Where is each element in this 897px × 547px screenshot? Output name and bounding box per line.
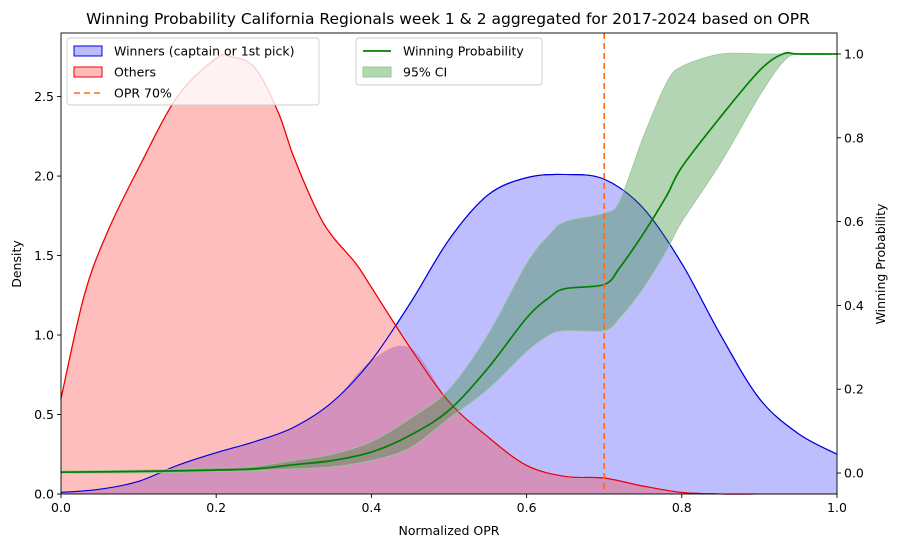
y2-tick-label: 0.6	[844, 214, 864, 229]
y-tick-label: 2.5	[34, 89, 54, 104]
edge-winners-captain-or-1st-pick	[60, 173, 838, 493]
y-tick-label: 0.5	[34, 407, 54, 422]
area-others	[61, 54, 837, 495]
legend-right-label: Winning Probability	[403, 44, 524, 59]
x-axis-label: Normalized OPR	[399, 523, 500, 538]
x-tick-label: 0.6	[517, 500, 537, 515]
x-tick-label: 1.0	[827, 500, 847, 515]
line-winning-probability	[60, 51, 837, 474]
chart-title: Winning Probability California Regionals…	[86, 10, 810, 28]
y-tick-label: 2.0	[34, 169, 54, 184]
x-tick-label: 0.4	[361, 500, 381, 515]
y2-tick-label: 0.0	[844, 466, 864, 481]
legend-right-swatch	[362, 66, 392, 78]
x-tick-label: 0.0	[51, 500, 71, 515]
plot-area	[60, 33, 838, 495]
legend-left-swatch	[73, 45, 103, 57]
legend-right-box	[355, 37, 543, 86]
area-winners-captain-or-1st-pick	[61, 174, 837, 494]
axes: 0.0 0.2 0.4 0.6 0.8 1.0 0.0 0.5 1.0 1.5 2.0 2.5 0.0 0…	[34, 46, 864, 515]
y2-tick-label: 0.4	[844, 298, 864, 313]
legend-left-label: Others	[114, 65, 156, 80]
y-axis-label: Density	[9, 240, 24, 288]
y-tick-label: 1.5	[34, 248, 54, 263]
legend-left-box	[66, 37, 320, 106]
legend-left-label: OPR 70%	[114, 86, 172, 101]
legend-left-swatch	[73, 66, 103, 78]
area-overlap	[61, 345, 837, 495]
legend-right-label: 95% CI	[403, 65, 447, 80]
y-tick-label: 1.0	[34, 328, 54, 343]
edge-others	[60, 54, 837, 495]
y2-tick-label: 0.2	[844, 382, 864, 397]
y-tick-label: 0.0	[34, 487, 54, 502]
x-tick-label: 0.2	[206, 500, 226, 515]
legend-left: Winners (captain or 1st pick) Others OPR 7…	[66, 37, 320, 106]
plot-frame	[60, 32, 838, 495]
x-tick-label: 0.8	[672, 500, 692, 515]
y2-tick-label: 1.0	[844, 46, 864, 61]
y2-axis-label: Winning Probability	[873, 203, 888, 324]
legend-right: Winning Probability 95% CI	[355, 37, 543, 86]
y2-tick-label: 0.8	[844, 130, 864, 145]
legend-left-label: Winners (captain or 1st pick)	[114, 44, 295, 59]
